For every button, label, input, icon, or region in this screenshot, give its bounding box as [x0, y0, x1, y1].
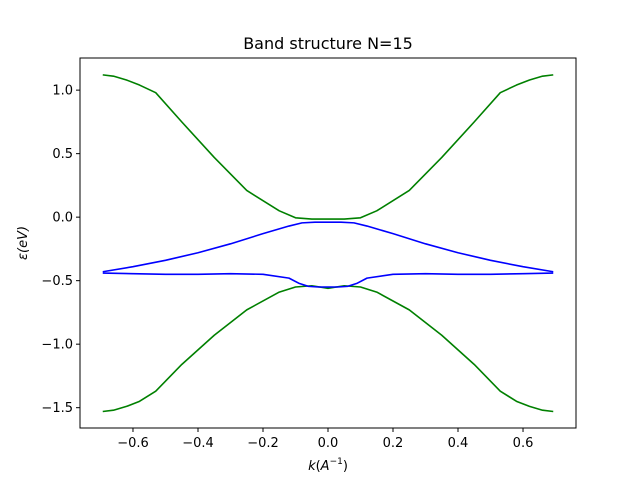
series-line-3: [102, 221, 554, 273]
x-tick-label: −0.4: [182, 436, 214, 451]
series-line-4: [102, 272, 554, 288]
x-tick-label: −0.2: [247, 436, 279, 451]
y-tick-label: 0.0: [52, 211, 73, 226]
series-layer: [102, 74, 554, 413]
y-tick-label: 0.5: [52, 147, 73, 162]
x-tick-label: 0.6: [513, 436, 534, 451]
chart-title: Band structure N=15: [243, 34, 413, 53]
series-line-2: [102, 284, 554, 413]
series-line-1: [102, 74, 554, 220]
y-tick-label: −1.0: [41, 338, 73, 353]
y-axis-label: ε(eV): [16, 226, 31, 260]
y-tick-label: −1.5: [41, 401, 73, 416]
x-ticks: −0.6 −0.4 −0.2 0.0 0.2 0.4 0.6: [117, 428, 533, 451]
x-tick-label: 0.0: [318, 436, 339, 451]
y-tick-label: 1.0: [52, 84, 73, 99]
x-tick-label: 0.4: [448, 436, 469, 451]
x-tick-label: −0.6: [117, 436, 149, 451]
x-tick-label: 0.2: [383, 436, 404, 451]
y-ticks: −1.5 −1.0 −0.5 0.0 0.5 1.0: [41, 84, 80, 416]
y-tick-label: −0.5: [41, 274, 73, 289]
x-axis-label: k(A−1): [308, 457, 348, 474]
